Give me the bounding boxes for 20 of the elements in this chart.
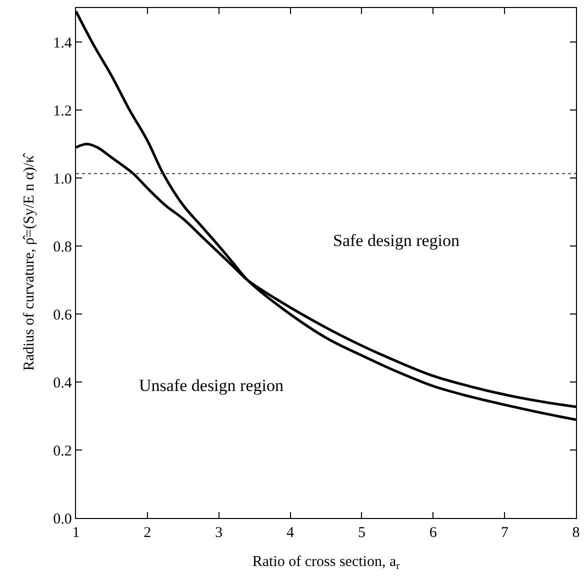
y-tick-label: 1.2 [53, 103, 72, 120]
y-tick-label: 0.6 [53, 307, 72, 324]
annotation: Unsafe design region [139, 376, 284, 395]
y-tick-label: 0.0 [53, 511, 72, 528]
annotation: Safe design region [333, 231, 460, 250]
x-tick-label: 2 [144, 525, 152, 542]
x-tick-label: 1 [72, 525, 80, 542]
x-tick-label: 6 [429, 525, 438, 542]
x-tick-label: 4 [286, 525, 295, 542]
x-tick-label: 7 [500, 525, 509, 542]
y-tick-label: 0.2 [53, 443, 72, 460]
y-tick-label: 1.0 [53, 171, 72, 188]
x-axis-title: Ratio of cross section, a$_{r}$ [252, 554, 400, 572]
x-tick-label: 3 [215, 525, 223, 542]
y-tick-label: 1.4 [53, 35, 72, 52]
x-tick-label: 8 [572, 525, 580, 542]
y-tick-label: 0.4 [53, 375, 72, 392]
y-axis-title: Radius of curvature, ρ̂=(Sy/E n α)/κ̂ [21, 152, 38, 371]
x-tick-label: 5 [358, 525, 366, 542]
y-tick-label: 0.8 [53, 239, 72, 256]
